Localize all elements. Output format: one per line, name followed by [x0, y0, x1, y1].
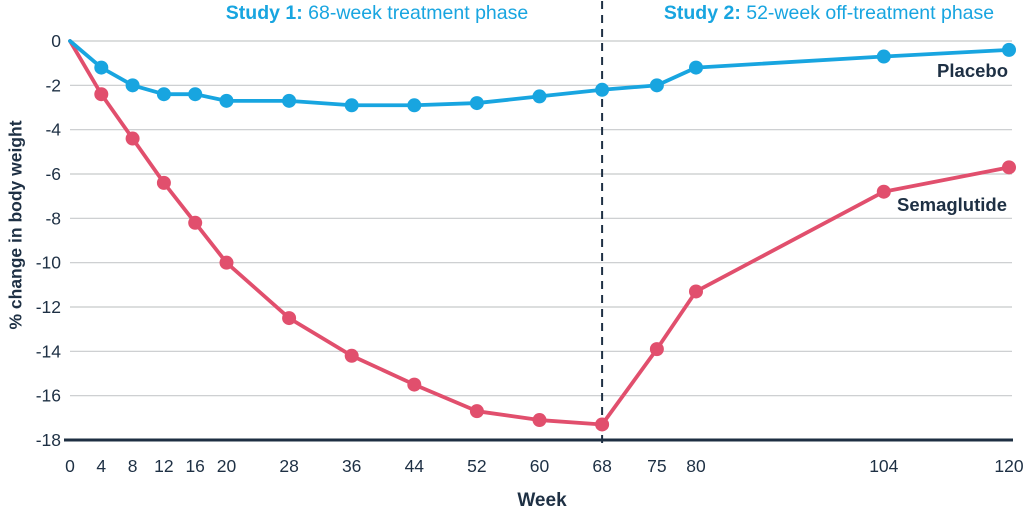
semaglutide-point-week-60: [532, 413, 547, 428]
semaglutide-point-week-52: [469, 404, 484, 419]
semaglutide-point-week-12: [156, 175, 171, 190]
study2-header: Study 2: 52-week off-treatment phase: [609, 2, 1024, 28]
study2-header-text: 52-week off-treatment phase: [740, 2, 995, 24]
placebo-point-week-52: [469, 96, 484, 111]
semaglutide-point-week-68: [595, 417, 610, 432]
semaglutide-point-week-120: [1002, 160, 1016, 175]
y-tick-label: -12: [36, 297, 61, 317]
x-tick-label: 0: [65, 456, 75, 476]
y-tick-label: -16: [36, 386, 61, 406]
x-axis-title: Week: [517, 490, 567, 511]
x-tick-label: 44: [405, 456, 425, 476]
placebo-point-week-12: [156, 87, 171, 102]
placebo-point-week-8: [125, 78, 140, 93]
y-tick-label: -6: [45, 164, 61, 184]
study1-header-text: 68-week treatment phase: [302, 2, 529, 24]
x-tick-label: 75: [647, 456, 666, 476]
placebo-point-week-104: [876, 49, 891, 64]
x-tick-label: 8: [128, 456, 138, 476]
placebo-point-week-28: [282, 93, 297, 108]
placebo-point-week-80: [689, 60, 703, 75]
semaglutide-point-week-104: [876, 184, 891, 199]
placebo-point-week-120: [1002, 42, 1016, 57]
semaglutide-point-week-8: [125, 131, 140, 146]
placebo-point-week-75: [649, 78, 664, 93]
placebo-point-week-16: [188, 87, 203, 102]
placebo-point-week-20: [219, 93, 234, 108]
semaglutide-series-label: Semaglutide: [897, 194, 1007, 215]
y-tick-label: -4: [45, 120, 61, 140]
y-tick-label: 0: [51, 31, 61, 51]
semaglutide-line: [68, 39, 1011, 427]
placebo-point-week-44: [407, 98, 422, 113]
semaglutide-point-week-4: [94, 87, 109, 102]
y-tick-label: -10: [36, 253, 62, 273]
placebo-point-week-36: [344, 98, 359, 113]
semaglutide-point-week-75: [649, 342, 664, 357]
study2-header-bold: Study 2:: [663, 2, 741, 24]
x-tick-label: 80: [686, 456, 706, 476]
semaglutide-point-week-44: [407, 377, 422, 392]
y-tick-label: -8: [45, 208, 61, 228]
placebo-point-week-60: [532, 89, 547, 104]
semaglutide-point-week-80: [689, 284, 703, 299]
x-tick-label: 52: [467, 456, 486, 476]
x-tick-label: 120: [994, 456, 1023, 476]
x-tick-label: 16: [185, 456, 204, 476]
semaglutide-point-week-36: [344, 348, 359, 363]
x-tick-label: 28: [279, 456, 298, 476]
y-axis-title: % change in body weight: [5, 120, 26, 330]
x-tick-label: 104: [869, 456, 898, 476]
x-tick-label: 4: [96, 456, 106, 476]
study1-header-bold: Study 1:: [225, 2, 303, 24]
y-tick-label: -14: [36, 341, 62, 361]
x-tick-label: 12: [154, 456, 173, 476]
semaglutide-point-week-20: [219, 255, 234, 270]
x-tick-label: 68: [592, 456, 611, 476]
placebo-point-week-4: [94, 60, 109, 75]
y-tick-label: -18: [36, 430, 61, 450]
semaglutide-point-week-16: [188, 215, 203, 230]
y-tick-label: -2: [45, 75, 61, 95]
semaglutide-point-week-28: [282, 311, 297, 326]
x-tick-label: 20: [217, 456, 237, 476]
x-tick-label: 60: [530, 456, 550, 476]
placebo-line: [68, 39, 1011, 108]
placebo-point-week-68: [595, 82, 610, 97]
x-tick-label: 36: [342, 456, 361, 476]
study1-header: Study 1: 68-week treatment phase: [157, 2, 597, 28]
placebo-series-label: Placebo: [937, 60, 1008, 81]
